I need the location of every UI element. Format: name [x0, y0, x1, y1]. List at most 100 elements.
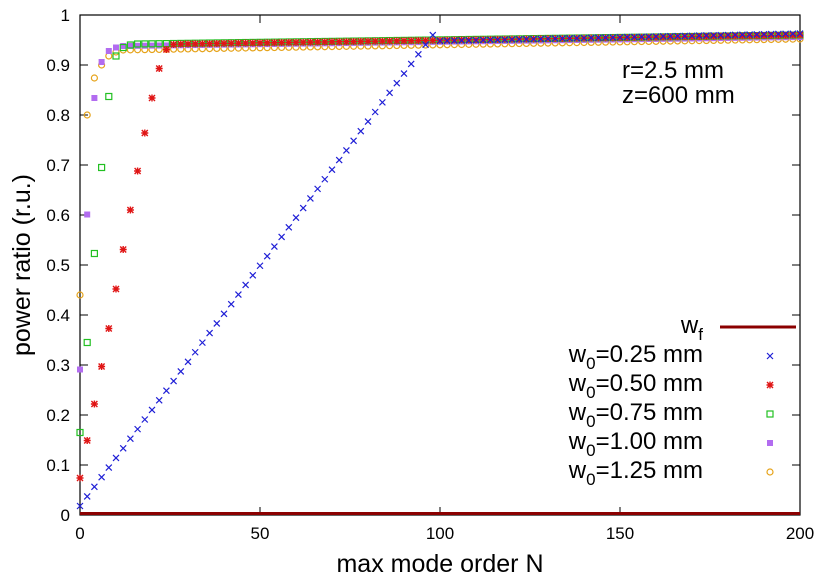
data-point: [573, 34, 581, 42]
data-point: [350, 37, 358, 45]
data-point: [314, 38, 322, 46]
data-point: [162, 387, 170, 395]
x-tick-label: 200: [786, 524, 814, 543]
y-tick-label: 0.8: [46, 106, 70, 125]
data-point: [717, 31, 725, 39]
data-point: [436, 37, 444, 45]
legend-marker: [767, 440, 773, 446]
data-point: [328, 38, 336, 46]
y-tick-label: 0.4: [46, 306, 70, 325]
data-point: [148, 406, 156, 414]
data-point: [105, 92, 113, 101]
data-point: [760, 32, 768, 40]
data-point: [623, 33, 631, 41]
data-point: [731, 32, 739, 40]
data-point: [321, 38, 329, 46]
data-point: [112, 52, 120, 60]
data-point: [98, 363, 106, 370]
data-point: [522, 35, 530, 43]
data-point: [306, 38, 314, 46]
data-point: [83, 437, 91, 444]
data-point: [479, 36, 487, 44]
data-point: [508, 36, 516, 43]
x-axis-title: max mode order N: [336, 550, 543, 578]
data-point: [753, 30, 761, 38]
data-point: [414, 37, 422, 45]
data-point: [220, 39, 228, 47]
data-point: [141, 416, 149, 423]
data-point: [724, 32, 732, 40]
data-point: [616, 33, 624, 41]
annotation-distance: z=600 mm: [622, 82, 735, 109]
data-point: [90, 74, 99, 82]
data-point: [213, 39, 221, 47]
data-point: [486, 36, 494, 44]
legend-label: w0=0.75 mm: [568, 399, 703, 431]
data-point: [738, 32, 746, 40]
data-point: [126, 435, 134, 443]
data-point: [270, 243, 278, 250]
data-point: [170, 377, 178, 385]
legend-marker: [766, 410, 774, 418]
data-point: [234, 291, 242, 299]
data-point: [688, 32, 696, 40]
data-point: [134, 40, 142, 48]
data-point: [98, 59, 105, 65]
data-point: [702, 32, 710, 39]
data-point: [285, 223, 293, 231]
data-point: [710, 32, 718, 40]
data-point: [371, 37, 379, 45]
data-point: [429, 36, 437, 44]
legend-label: w0=1.25 mm: [568, 457, 703, 489]
data-point: [695, 32, 703, 40]
data-point: [263, 252, 271, 260]
data-point: [429, 31, 437, 39]
data-point: [335, 156, 343, 164]
data-point: [364, 37, 372, 45]
data-point: [760, 30, 768, 38]
data-point: [458, 37, 466, 44]
data-point: [119, 444, 127, 452]
data-point: [386, 89, 394, 97]
data-point: [472, 36, 480, 44]
data-point: [652, 33, 660, 40]
data-point: [306, 195, 314, 202]
legend-marker: [766, 381, 774, 389]
y-tick-label: 0.1: [46, 456, 70, 475]
data-point: [119, 43, 127, 52]
data-marks: [76, 30, 804, 515]
data-point: [515, 35, 523, 43]
data-point: [170, 41, 178, 48]
data-point: [249, 271, 257, 279]
data-point: [551, 35, 559, 43]
y-tick-label: 0.3: [46, 356, 70, 375]
x-tick-label: 0: [75, 524, 84, 543]
data-point: [796, 31, 804, 39]
legend-label: w0=0.25 mm: [568, 341, 703, 373]
data-point: [782, 31, 790, 39]
data-point: [378, 37, 386, 45]
data-point: [206, 40, 214, 48]
data-point: [407, 37, 415, 45]
data-point: [249, 39, 257, 47]
data-point: [630, 33, 638, 41]
data-point: [530, 35, 538, 43]
data-point: [357, 127, 365, 135]
data-point: [414, 50, 422, 58]
x-tick-label: 100: [426, 524, 454, 543]
data-point: [292, 214, 300, 222]
data-point: [184, 358, 192, 366]
data-point: [127, 42, 134, 49]
data-point: [710, 31, 718, 39]
data-point: [566, 34, 574, 42]
data-point: [76, 474, 84, 482]
data-point: [443, 37, 451, 45]
data-point: [774, 31, 782, 39]
data-point: [242, 281, 250, 289]
data-point: [393, 79, 401, 87]
legend-marker: [766, 352, 774, 360]
data-point: [558, 35, 566, 42]
data-point: [328, 166, 336, 174]
y-tick-label: 0.9: [46, 56, 70, 75]
data-point: [386, 37, 394, 45]
